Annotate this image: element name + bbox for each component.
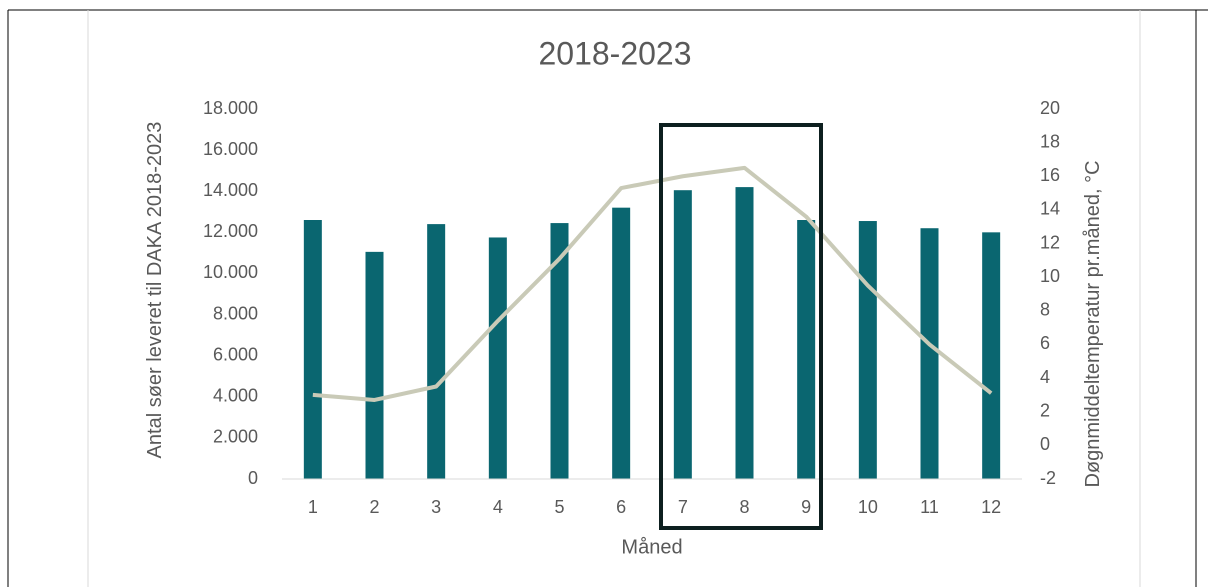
bar	[920, 228, 939, 479]
y-tick-label: 0	[248, 468, 258, 488]
y2-tick-label: 10	[1040, 266, 1060, 286]
y-tick-label: 6.000	[213, 344, 258, 364]
bar	[303, 220, 322, 479]
line	[312, 165, 993, 402]
bar	[858, 221, 877, 479]
y2-tick-label: 14	[1040, 199, 1060, 219]
y-axis-title: Antal søer leveret til DAKA 2018-2023	[144, 121, 166, 459]
x-tick-label: 8	[739, 497, 749, 517]
x-tick-label: 2	[369, 497, 379, 517]
x-tick-label: 5	[554, 497, 564, 517]
x-tick-label: 3	[431, 497, 441, 517]
y2-tick-label: 2	[1040, 400, 1050, 420]
x-axis-title: Måned	[621, 536, 682, 558]
y2-tick-label: 0	[1040, 434, 1050, 454]
y2-tick-label: 6	[1040, 333, 1050, 353]
bar	[488, 237, 507, 479]
y-tick-label: 8.000	[213, 303, 258, 323]
highlight-box	[659, 123, 823, 530]
y-tick-label: 14.000	[203, 180, 258, 200]
y2-tick-label: 18	[1040, 131, 1060, 151]
bar	[673, 190, 692, 479]
x-tick-label: 7	[678, 497, 688, 517]
x-tick-label: 4	[493, 497, 503, 517]
y-tick-label: 18.000	[203, 98, 258, 118]
y2-tick-label: 16	[1040, 165, 1060, 185]
y-tick-label: 10.000	[203, 262, 258, 282]
y2-tick-label: 4	[1040, 367, 1050, 387]
y2-tick-label: -2	[1040, 468, 1056, 488]
y2-tick-label: 12	[1040, 232, 1060, 252]
y2-tick-label: 20	[1040, 98, 1060, 118]
bar	[797, 220, 816, 479]
bar	[550, 223, 569, 479]
y-tick-label: 12.000	[203, 221, 258, 241]
y-tick-label: 2.000	[213, 427, 258, 447]
x-tick-label: 9	[801, 497, 811, 517]
x-tick-label: 12	[981, 497, 1001, 517]
x-tick-label: 10	[858, 497, 878, 517]
bar	[982, 232, 1001, 479]
chart-title: 2018-2023	[538, 35, 691, 71]
bar	[612, 207, 631, 479]
y-tick-label: 4.000	[213, 386, 258, 406]
y2-axis-title: Døgnmiddeltemperatur pr.måned, °C	[1082, 160, 1104, 488]
x-tick-label: 11	[920, 497, 939, 517]
y-tick-label: 16.000	[203, 139, 258, 159]
y2-tick-label: 8	[1040, 300, 1050, 320]
x-tick-label: 6	[616, 497, 626, 517]
x-tick-label: 1	[308, 497, 318, 517]
bar	[735, 187, 754, 479]
bar	[427, 224, 446, 479]
bar	[365, 251, 384, 479]
